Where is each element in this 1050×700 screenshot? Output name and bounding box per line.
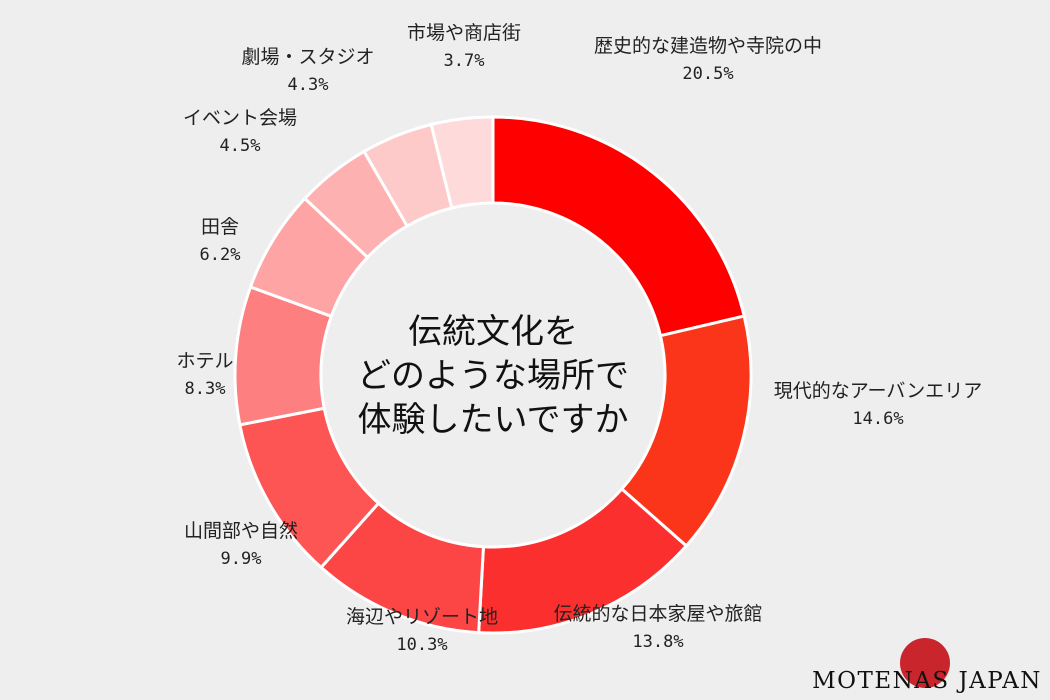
chart-title-line: どのような場所で bbox=[357, 356, 629, 396]
donut-slices bbox=[233, 115, 753, 635]
slice-value-label: 8.3% bbox=[185, 379, 226, 399]
slice-labels: 歴史的な建造物や寺院の中 20.5% 現代的なアーバンエリア 14.6% 伝統的な日本家… bbox=[176, 22, 982, 655]
slice-label: ホテル bbox=[176, 350, 233, 372]
slice-value-label: 4.3% bbox=[288, 75, 329, 95]
slice-label: 山間部や自然 bbox=[184, 520, 298, 542]
slice-value-label: 3.7% bbox=[444, 51, 485, 71]
slice-label: 歴史的な建造物や寺院の中 bbox=[594, 35, 822, 57]
slice-value-label: 6.2% bbox=[200, 245, 241, 265]
rising-sun-icon bbox=[900, 638, 950, 688]
slice-value-label: 13.8% bbox=[632, 632, 683, 652]
brand-logo: MOTENAS JAPAN bbox=[812, 638, 1042, 694]
slice-label: 劇場・スタジオ bbox=[241, 46, 374, 68]
donut-slice bbox=[429, 115, 495, 210]
donut-slice bbox=[491, 115, 746, 338]
chart-title-line: 伝統文化を bbox=[408, 312, 578, 352]
slice-label: 現代的なアーバンエリア bbox=[774, 380, 983, 402]
brand-name: MOTENAS JAPAN bbox=[812, 668, 1042, 694]
slice-label: 海辺やリゾート地 bbox=[346, 606, 498, 628]
slice-value-label: 20.5% bbox=[682, 64, 733, 84]
slice-value-label: 4.5% bbox=[220, 136, 261, 156]
chart-title: 伝統文化をどのような場所で体験したいですか bbox=[357, 312, 629, 440]
slice-value-label: 10.3% bbox=[396, 635, 447, 655]
slice-label: 市場や商店街 bbox=[407, 22, 521, 44]
slice-value-label: 9.9% bbox=[221, 549, 262, 569]
chart-title-line: 体験したいですか bbox=[358, 400, 629, 440]
slice-value-label: 14.6% bbox=[852, 409, 903, 429]
slice-label: 伝統的な日本家屋や旅館 bbox=[553, 603, 762, 625]
slice-label: イベント会場 bbox=[183, 107, 297, 129]
slice-label: 田舎 bbox=[201, 216, 239, 238]
